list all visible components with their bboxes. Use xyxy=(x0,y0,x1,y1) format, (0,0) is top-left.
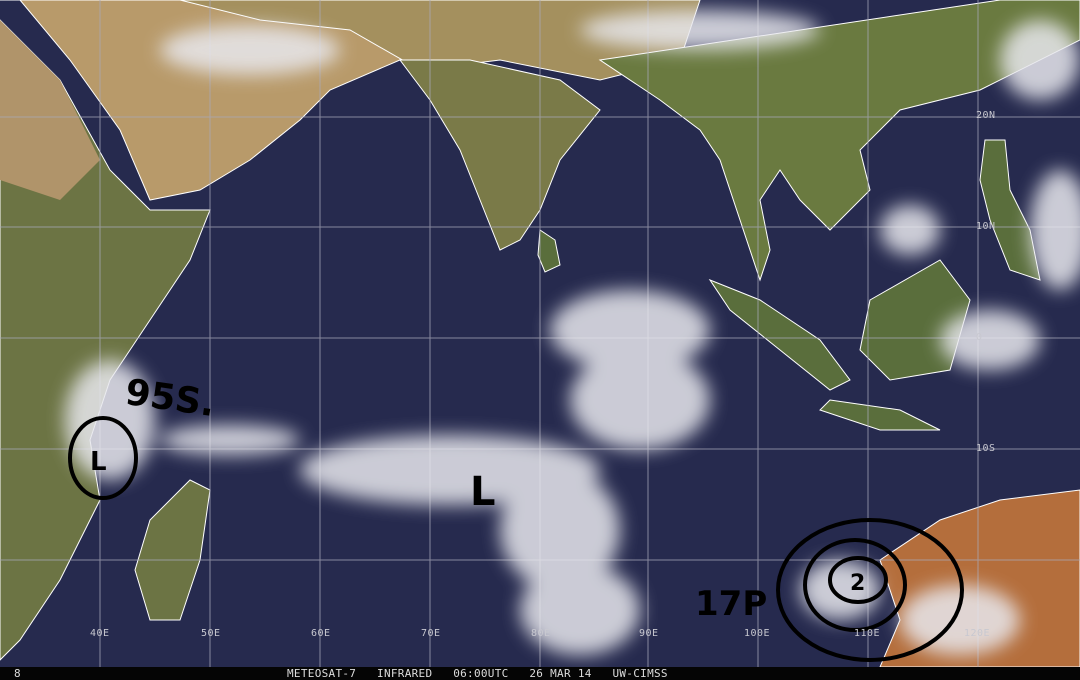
caption-text: METEOSAT-7 INFRARED 06:00UTC 26 MAR 14 U… xyxy=(287,667,668,680)
java xyxy=(819,399,941,431)
southeast-asia xyxy=(598,0,1080,282)
lon-label: 90E xyxy=(639,628,659,639)
time: 06:00UTC xyxy=(453,667,509,680)
cloud xyxy=(1030,170,1080,290)
low-label-central: L xyxy=(470,469,496,515)
lat-label: 0 xyxy=(976,332,983,343)
cloud xyxy=(880,205,940,255)
sumatra xyxy=(708,278,851,391)
philippines xyxy=(979,139,1041,281)
cyclone-label: 17P xyxy=(695,584,767,624)
cloud xyxy=(580,10,820,50)
cloud xyxy=(800,560,880,620)
hand-annotations xyxy=(68,416,964,662)
frame-number: 8 xyxy=(14,667,21,680)
channel: INFRARED xyxy=(377,667,433,680)
madagascar xyxy=(134,479,211,621)
lon-label: 70E xyxy=(421,628,441,639)
cloud xyxy=(940,310,1040,370)
lon-label: 110E xyxy=(854,628,881,639)
lon-label: 120E xyxy=(964,628,991,639)
cloud xyxy=(520,565,640,655)
lat-label: 10S xyxy=(976,443,996,454)
lon-label: 80E xyxy=(531,628,551,639)
satellite: METEOSAT-7 xyxy=(287,667,357,680)
sri-lanka xyxy=(537,229,561,273)
circle-west-low xyxy=(68,416,138,500)
lon-label: 100E xyxy=(744,628,771,639)
cyclone-ring-middle xyxy=(803,538,907,632)
india xyxy=(399,59,601,251)
cyclone-ring-inner xyxy=(828,556,888,604)
borneo xyxy=(859,259,971,381)
lon-label: 40E xyxy=(90,628,110,639)
date: 26 MAR 14 xyxy=(529,667,592,680)
cyclone-center: 2 xyxy=(850,571,865,596)
cloud xyxy=(500,470,620,590)
cloud xyxy=(1000,20,1080,100)
source: UW-CIMSS xyxy=(612,667,668,680)
low-label-west: L xyxy=(90,447,107,477)
lat-label: 20N xyxy=(976,110,996,121)
africa-desert xyxy=(0,20,100,200)
cloud xyxy=(160,425,300,455)
cloud xyxy=(900,585,1020,655)
lon-label: 50E xyxy=(201,628,221,639)
lat-label: 10N xyxy=(976,221,996,232)
cloud xyxy=(570,350,710,450)
cloud xyxy=(550,290,710,370)
cyclone-ring-outer xyxy=(776,518,964,662)
cloud xyxy=(160,25,340,75)
lon-label: 60E xyxy=(311,628,331,639)
caption-bar: 8 METEOSAT-7 INFRARED 06:00UTC 26 MAR 14… xyxy=(0,667,1080,680)
